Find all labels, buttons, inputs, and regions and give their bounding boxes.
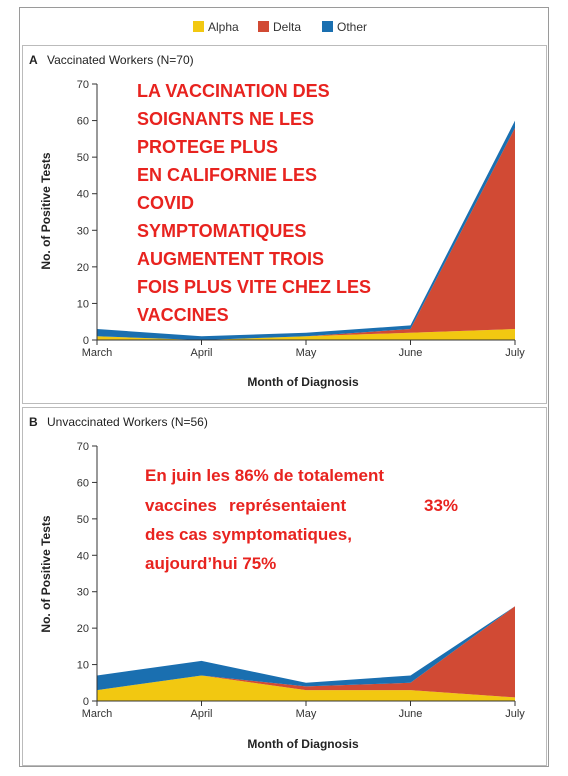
annotation-a-line-6: SYMPTOMATIQUES bbox=[137, 221, 306, 241]
annotation-a-line-3: PROTEGE PLUS bbox=[137, 137, 278, 157]
panel-b-y-tick-label: 20 bbox=[77, 623, 89, 635]
annotation-a-line-4: EN CALIFORNIE LES bbox=[137, 165, 317, 185]
panel-b-ylabel: No. of Positive Tests bbox=[39, 515, 53, 632]
legend-label-delta: Delta bbox=[273, 20, 301, 34]
panel-b-x-tick-label: May bbox=[296, 708, 317, 720]
panel-a-y-tick-label: 50 bbox=[77, 152, 89, 164]
annotation-b-line-2a: vaccines bbox=[145, 496, 217, 515]
panel-b-y-tick-label: 40 bbox=[77, 550, 89, 562]
panel-a-y-tick-label: 70 bbox=[77, 79, 89, 91]
panel-a: A Vaccinated Workers (N=70) 0 10 20 30 40 50 6… bbox=[22, 45, 547, 404]
panel-b-y-tick-label: 10 bbox=[77, 660, 89, 672]
panel-b-plot: 0 10 20 30 40 50 60 70 March April May June July bbox=[77, 441, 526, 720]
panel-b-area-alpha bbox=[97, 675, 515, 701]
legend-swatch-other bbox=[322, 21, 333, 32]
panel-b-y-tick-label: 30 bbox=[77, 587, 89, 599]
annotation-a-line-9: VACCINES bbox=[137, 305, 229, 325]
panel-a-area-alpha bbox=[97, 329, 515, 340]
panel-b-x-tick-label: July bbox=[505, 708, 525, 720]
annotation-a-line-2: SOIGNANTS NE LES bbox=[137, 109, 314, 129]
panel-b-y-tick-label: 60 bbox=[77, 477, 89, 489]
panel-a-x-tick-label: June bbox=[399, 347, 423, 359]
figure-frame bbox=[19, 7, 549, 767]
panel-a-y-tick-label: 20 bbox=[77, 262, 89, 274]
annotation-b-line-4: aujourd’hui 75% bbox=[145, 554, 276, 573]
annotation-b-line-3: des cas symptomatiques, bbox=[145, 525, 352, 544]
panel-b-y-tick-label: 70 bbox=[77, 441, 89, 453]
annotation-b-line-1: En juin les 86% de totalement bbox=[145, 466, 384, 485]
legend-swatch-alpha bbox=[193, 21, 204, 32]
panel-a-y-tick-label: 40 bbox=[77, 189, 89, 201]
panel-a-y-tick-label: 10 bbox=[77, 298, 89, 310]
panel-b-area-other bbox=[97, 606, 515, 691]
panel-a-ylabel: No. of Positive Tests bbox=[39, 152, 53, 269]
panel-a-frame bbox=[22, 45, 547, 404]
annotation-a-line-8: FOIS PLUS VITE CHEZ LES bbox=[137, 277, 371, 297]
annotation-b-line-2c: 33% bbox=[424, 496, 458, 515]
panel-b-x-tick-label: June bbox=[399, 708, 423, 720]
panel-b-area-delta bbox=[97, 606, 515, 698]
panel-a-xlabel: Month of Diagnosis bbox=[247, 375, 359, 389]
panel-b-y-tick-label: 50 bbox=[77, 514, 89, 526]
panel-b-x-tick-label: April bbox=[190, 708, 212, 720]
panel-a-letter: A bbox=[29, 53, 38, 67]
legend-label-other: Other bbox=[337, 20, 367, 34]
panel-b-annotation: En juin les 86% de totalement vaccines r… bbox=[145, 466, 458, 573]
panel-a-annotation: LA VACCINATION DES SOIGNANTS NE LES PROT… bbox=[137, 81, 371, 325]
panel-a-x-tick-label: May bbox=[296, 347, 317, 359]
panel-b-y-tick-label: 0 bbox=[83, 696, 89, 708]
panel-a-title: Vaccinated Workers (N=70) bbox=[47, 53, 194, 67]
annotation-a-line-1: LA VACCINATION DES bbox=[137, 81, 330, 101]
annotation-a-line-5: COVID bbox=[137, 193, 194, 213]
panel-b: B Unvaccinated Workers (N=56) 0 10 20 30 40 5… bbox=[22, 407, 547, 766]
panel-a-area-delta bbox=[97, 127, 515, 341]
panel-b-title: Unvaccinated Workers (N=56) bbox=[47, 415, 208, 429]
panel-b-letter: B bbox=[29, 415, 38, 429]
panel-a-x-tick-label: March bbox=[82, 347, 113, 359]
legend: Alpha Delta Other bbox=[193, 20, 367, 34]
panel-b-xlabel: Month of Diagnosis bbox=[247, 737, 359, 751]
panel-a-x-tick-label: April bbox=[190, 347, 212, 359]
panel-b-frame bbox=[22, 407, 547, 766]
legend-swatch-delta bbox=[258, 21, 269, 32]
annotation-a-line-7: AUGMENTENT TROIS bbox=[137, 249, 324, 269]
legend-label-alpha: Alpha bbox=[208, 20, 239, 34]
panel-b-x-tick-label: March bbox=[82, 708, 113, 720]
panel-a-y-tick-label: 0 bbox=[83, 335, 89, 347]
panel-a-plot: 0 10 20 30 40 50 60 70 March April May June July bbox=[77, 79, 526, 359]
panel-a-y-tick-label: 30 bbox=[77, 225, 89, 237]
annotation-b-line-2b: représentaient bbox=[229, 496, 346, 515]
panel-a-y-tick-label: 60 bbox=[77, 116, 89, 128]
panel-a-x-tick-label: July bbox=[505, 347, 525, 359]
